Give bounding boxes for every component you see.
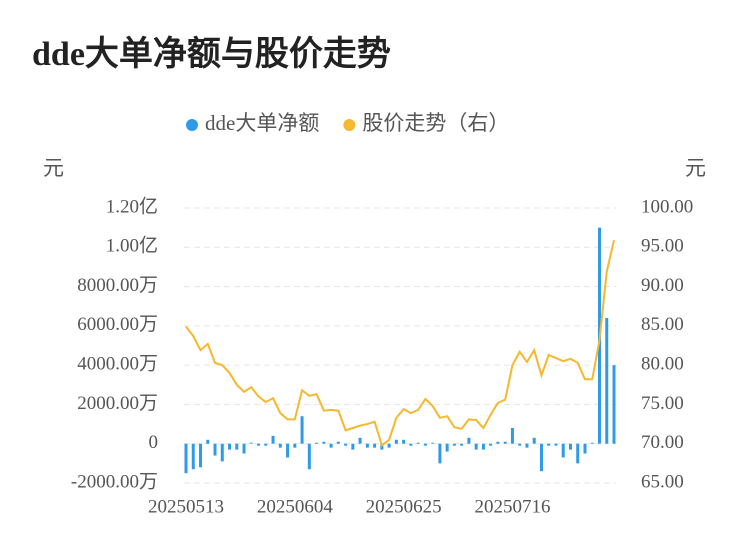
bar (561, 443, 565, 458)
bar (525, 443, 529, 448)
bar (489, 443, 493, 446)
bar (445, 443, 449, 452)
y-tick-label: 1.20亿 (106, 195, 158, 217)
y-tick-label: -2000.00万 (71, 471, 158, 492)
bar (438, 443, 442, 464)
bar (351, 443, 355, 450)
y-axis-label: 元 (43, 156, 64, 180)
legend-label: dde大单净额 (205, 111, 319, 135)
bar (336, 441, 340, 444)
legend-label: 股价走势（右） (362, 111, 509, 135)
bar (358, 437, 362, 444)
bar (242, 443, 246, 454)
y2-tick-label: 65.00 (641, 471, 684, 492)
bar (365, 443, 369, 448)
bar (431, 442, 435, 444)
y2-tick-label: 90.00 (641, 275, 684, 296)
y-tick-label: 1.00亿 (106, 235, 158, 257)
bar (503, 441, 507, 444)
bar (199, 443, 203, 468)
y-tick-label: 6000.00万 (77, 314, 158, 335)
bar (416, 442, 420, 444)
bar (257, 443, 261, 446)
bar (539, 443, 543, 472)
bar (249, 442, 253, 444)
bar (387, 443, 391, 448)
bar (452, 443, 456, 446)
bar (264, 443, 268, 446)
bar (481, 443, 485, 450)
bar (293, 443, 297, 448)
bar (271, 435, 275, 444)
bar (423, 443, 427, 446)
y-tick-label: 8000.00万 (77, 275, 158, 296)
bar (402, 439, 406, 444)
bar (344, 443, 348, 446)
bar (373, 443, 377, 448)
bar (191, 443, 195, 470)
bar (612, 365, 616, 444)
bar (300, 416, 304, 444)
x-tick-label: 20250716 (474, 496, 550, 517)
bar (583, 443, 587, 454)
legend-marker (343, 119, 356, 131)
bar (554, 443, 558, 446)
bar (605, 318, 609, 444)
x-tick-label: 20250604 (257, 496, 334, 517)
bar (532, 437, 536, 444)
bar (322, 441, 326, 444)
y2-tick-label: 95.00 (641, 236, 684, 257)
bar (329, 443, 333, 448)
bar (206, 439, 210, 444)
bar (409, 443, 413, 446)
bar (467, 437, 471, 444)
bar (518, 443, 522, 446)
bar (510, 428, 514, 444)
bar (278, 443, 282, 448)
bar (235, 443, 239, 450)
bar (496, 441, 500, 444)
legend-marker (186, 119, 198, 131)
bar (315, 442, 319, 444)
x-tick-label: 20250625 (366, 496, 442, 517)
bar (380, 443, 384, 450)
bar (460, 443, 464, 446)
bar (184, 443, 188, 474)
x-tick-label: 20250513 (148, 496, 224, 517)
bar (394, 439, 398, 444)
y2-tick-label: 80.00 (641, 354, 684, 375)
bar (213, 443, 217, 456)
bar (228, 443, 232, 450)
bar (590, 442, 594, 444)
y2-tick-label: 85.00 (641, 314, 684, 335)
bar (286, 443, 290, 458)
y2-tick-label: 75.00 (641, 393, 684, 414)
y2-tick-label: 100.00 (641, 196, 693, 217)
price-line (185, 239, 615, 447)
chart-title: dde大单净额与股价走势 (32, 35, 391, 73)
bar (220, 443, 224, 462)
bar (568, 443, 572, 450)
bar (547, 443, 551, 446)
y-tick-label: 4000.00万 (77, 354, 158, 375)
bar (474, 443, 478, 450)
bar (307, 443, 311, 470)
bar (576, 443, 580, 464)
y2-tick-label: 70.00 (641, 432, 684, 453)
y-tick-label: 0 (149, 432, 159, 453)
y-tick-label: 2000.00万 (77, 393, 158, 414)
y2-axis-label: 元 (685, 156, 706, 180)
